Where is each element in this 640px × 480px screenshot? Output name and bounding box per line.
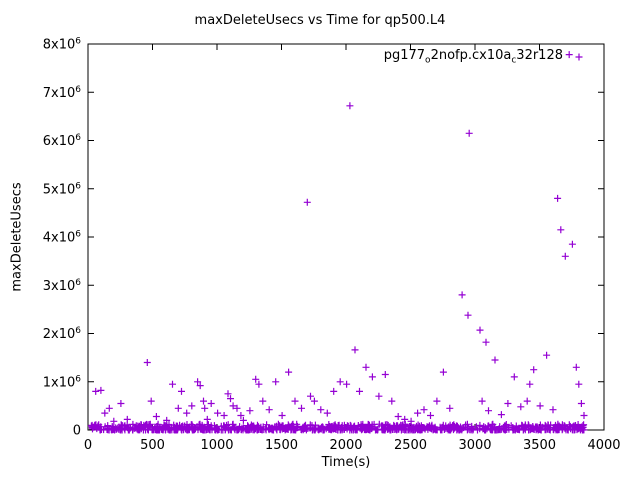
y-tick-label: 8x106 [43,37,82,53]
plot-border [87,43,605,431]
axis-ticks [87,43,605,431]
x-tick-label: 1000 [200,438,233,453]
legend-marker-icon [575,53,583,61]
y-tick-label: 5x106 [43,181,82,197]
y-tick-label: 1x106 [43,374,82,390]
y-tick-label: 2x106 [43,326,82,342]
legend: pg177o2nofp.cx10ac32r128 [0,48,590,66]
x-tick-label: 2500 [394,438,427,453]
x-tick-label: 3500 [523,438,556,453]
x-tick-label: 0 [84,438,92,453]
y-axis-label-text: maxDeleteUsecs [9,182,25,292]
y-tick-label: 7x106 [43,85,82,101]
x-tick-label: 1500 [265,438,298,453]
scatter-points [87,51,588,434]
y-tick-label: 6x106 [43,133,82,149]
x-tick-label: 500 [140,438,165,453]
x-axis-label: Time(s) [321,455,371,470]
chart-title: maxDeleteUsecs vs Time for qp500.L4 [194,13,446,28]
x-tick-label: 2000 [329,438,362,453]
y-tick-label: 0 [73,424,81,439]
x-tick-label: 3000 [458,438,491,453]
legend-label: pg177o2nofp.cx10ac32r128 [383,48,563,66]
y-tick-label: 4x106 [43,230,82,246]
y-tick-label: 3x106 [43,278,82,294]
y-axis-label: maxDeleteUsecs [10,182,25,291]
x-tick-label: 4000 [587,438,620,453]
